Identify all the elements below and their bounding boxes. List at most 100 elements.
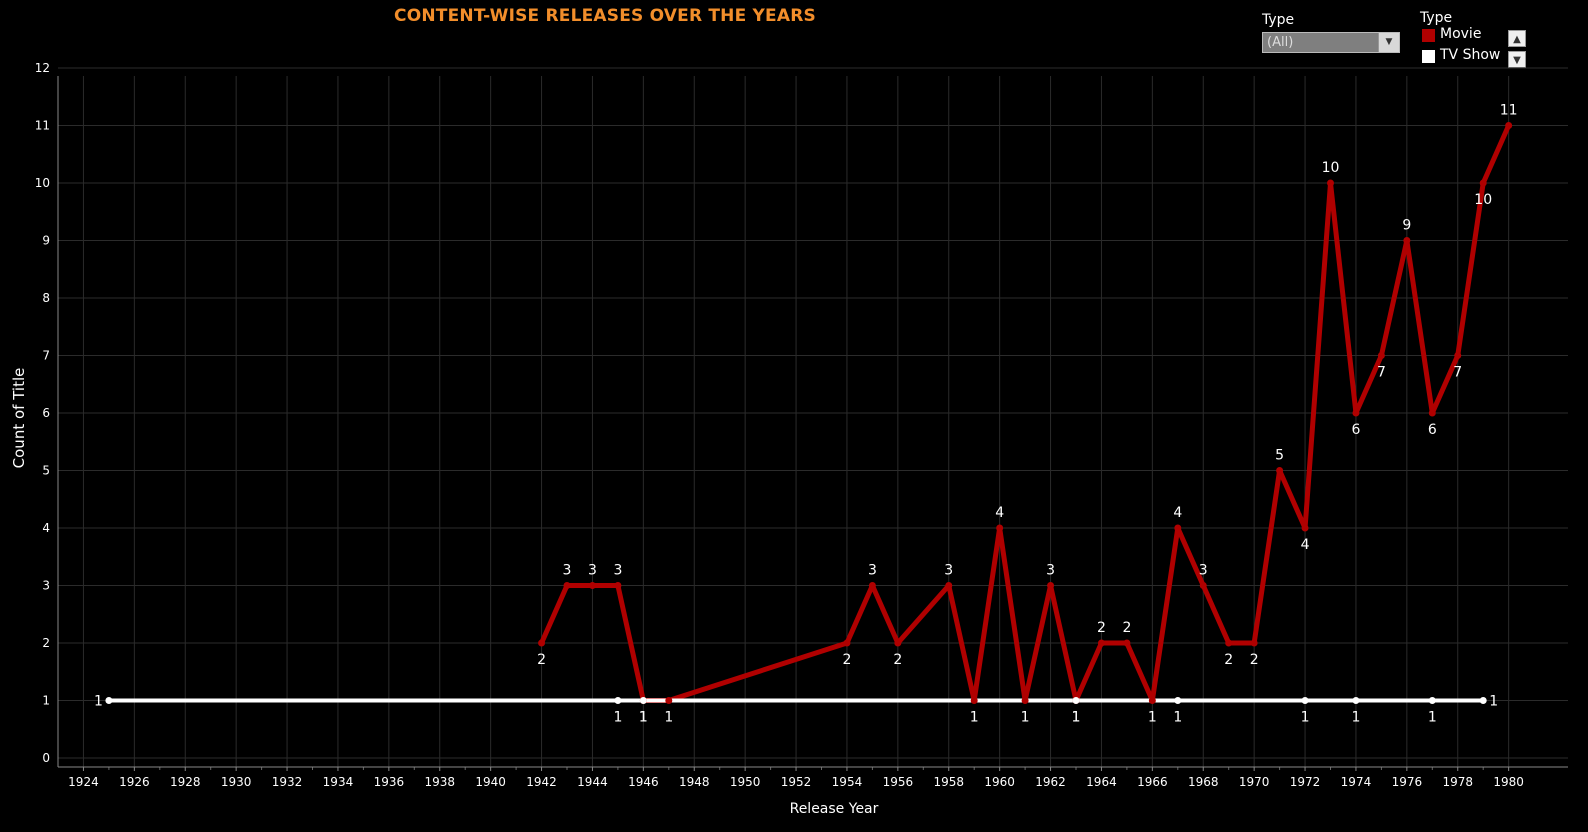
point-tv-show	[1174, 697, 1182, 704]
y-tick-label: 3	[42, 579, 50, 593]
legend-label-movie: Movie	[1440, 26, 1482, 42]
point-movie	[665, 697, 673, 704]
point-movie	[1225, 639, 1233, 647]
legend-item-tv-show[interactable]: TV Show	[1420, 47, 1500, 68]
point-tv-show	[1301, 697, 1309, 704]
series-points	[105, 122, 1513, 704]
y-axis-label: Count of Title	[10, 368, 28, 469]
point-movie	[1276, 467, 1284, 474]
y-tick-label: 1	[42, 694, 50, 708]
data-label-movie: 3	[588, 563, 597, 579]
data-label-movie: 10	[1322, 160, 1340, 176]
x-tick-label: 1966	[1137, 775, 1168, 789]
data-label-tv-show: 1	[639, 710, 648, 726]
point-tv-show	[1479, 697, 1487, 704]
x-tick-label: 1934	[323, 775, 354, 789]
point-movie	[614, 582, 622, 589]
point-tv-show	[1428, 697, 1436, 704]
data-label-tv-show: 1	[1072, 710, 1081, 726]
data-label-movie: 1	[1072, 710, 1081, 726]
point-movie	[1301, 524, 1309, 532]
x-tick-label: 1976	[1392, 775, 1423, 789]
x-tick-label: 1938	[424, 775, 455, 789]
point-movie	[563, 582, 571, 589]
dropdown-value: (All)	[1267, 35, 1294, 50]
data-label-movie: 2	[842, 652, 851, 668]
data-label-tv-show: 1	[1489, 694, 1498, 710]
data-label-tv-show: 1	[1301, 710, 1310, 726]
data-label-movie: 1	[1021, 710, 1030, 726]
point-movie	[894, 639, 902, 647]
data-label-movie: 1	[664, 710, 673, 726]
x-tick-label: 1960	[984, 775, 1015, 789]
data-label-movie: 2	[1122, 620, 1131, 636]
data-label-movie: 1	[970, 710, 979, 726]
x-tick-label: 1952	[781, 775, 812, 789]
data-label-movie: 4	[1173, 505, 1182, 521]
x-tick-label: 1972	[1290, 775, 1321, 789]
y-tick-label: 9	[42, 234, 50, 248]
data-label-movie: 3	[563, 563, 572, 579]
legend-label-tv-show: TV Show	[1440, 47, 1501, 63]
point-tv-show	[639, 697, 647, 704]
x-tick-label: 1962	[1035, 775, 1066, 789]
data-label-movie: 4	[1301, 537, 1310, 553]
chart-title: CONTENT-WISE RELEASES OVER THE YEARS	[394, 6, 816, 26]
y-tick-label: 11	[35, 119, 50, 133]
data-label-movie: 3	[1046, 563, 1055, 579]
point-tv-show	[614, 697, 622, 704]
point-movie	[1428, 409, 1436, 417]
x-tick-label: 1924	[68, 775, 99, 789]
data-label-tv-show: 1	[1351, 710, 1360, 726]
data-label-tv-show: 1	[94, 694, 103, 710]
data-label-movie: 9	[1402, 218, 1411, 234]
data-label-movie: 7	[1377, 365, 1386, 381]
type-filter-dropdown[interactable]: (All) ▼	[1262, 32, 1400, 53]
y-tick-label: 7	[42, 349, 50, 363]
point-movie	[1352, 409, 1360, 417]
point-movie	[1327, 179, 1334, 187]
x-tick-label: 1928	[170, 775, 201, 789]
data-label-movie: 3	[613, 563, 622, 579]
data-label-movie: 2	[1224, 652, 1233, 668]
point-movie	[1454, 352, 1462, 359]
x-tick-label: 1930	[221, 775, 252, 789]
x-tick-label: 1932	[272, 775, 303, 789]
x-tick-label: 1946	[628, 775, 659, 789]
x-tick-label: 1978	[1442, 775, 1473, 789]
point-movie	[1123, 639, 1131, 647]
y-tick-label: 2	[42, 636, 50, 650]
point-movie	[1097, 639, 1105, 647]
y-tick-label: 5	[42, 464, 50, 478]
data-label-movie: 2	[1250, 652, 1259, 668]
x-tick-label: 1950	[730, 775, 761, 789]
legend-swatch-movie	[1422, 29, 1435, 42]
legend-item-movie[interactable]: Movie	[1420, 26, 1481, 47]
y-tick-label: 0	[42, 751, 50, 765]
y-tick-label: 12	[35, 61, 50, 75]
point-movie	[945, 582, 953, 589]
series-line-movie	[539, 123, 1512, 703]
x-tick-label: 1974	[1341, 775, 1372, 789]
legend-title: Type	[1420, 10, 1453, 26]
point-movie	[970, 697, 978, 704]
y-tick-label: 10	[35, 176, 50, 190]
y-tick-label: 4	[42, 521, 50, 535]
point-movie	[996, 524, 1004, 532]
data-label-movie: 1	[1148, 710, 1157, 726]
data-label-movie: 3	[944, 563, 953, 579]
point-movie	[1403, 237, 1411, 244]
grid	[58, 67, 1568, 767]
x-tick-label: 1980	[1493, 775, 1524, 789]
point-movie	[868, 582, 876, 589]
point-movie	[1250, 639, 1258, 647]
filter-label: Type	[1262, 12, 1295, 28]
data-label-movie: 1	[639, 710, 648, 726]
x-tick-label: 1968	[1188, 775, 1219, 789]
x-tick-label: 1964	[1086, 775, 1117, 789]
legend-scroll-up-icon[interactable]: ▲	[1508, 30, 1526, 47]
data-label-movie: 6	[1428, 422, 1437, 438]
data-label-movie: 4	[995, 505, 1004, 521]
chevron-down-icon[interactable]: ▼	[1378, 33, 1399, 52]
